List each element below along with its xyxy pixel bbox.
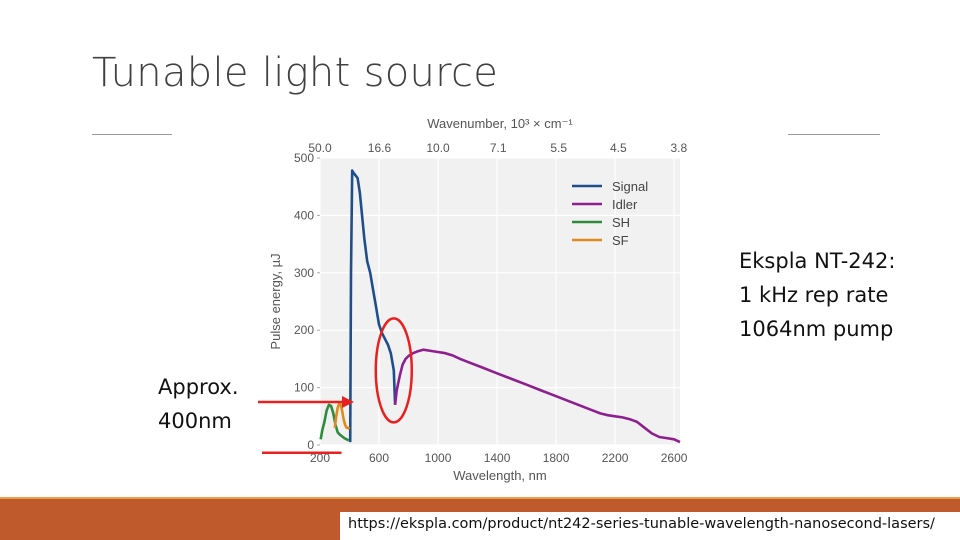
plot-area — [320, 158, 680, 445]
x-tick-label: 1400 — [484, 451, 511, 465]
x-tick-label: 1000 — [425, 451, 452, 465]
legend-label-sf: SF — [612, 233, 629, 248]
top-tick-label: 10.0 — [426, 141, 450, 155]
x-tick-label: 2600 — [661, 451, 688, 465]
approx-arrow-head — [342, 396, 354, 408]
y-tick-label: 0 — [307, 438, 314, 452]
top-tick-label: 16.6 — [368, 141, 392, 155]
series-line-sh — [319, 403, 350, 442]
approx-arrow — [258, 396, 354, 408]
legend-label-signal: Signal — [612, 179, 648, 194]
x-tick-label: 1800 — [543, 451, 570, 465]
ekspla-callout: Ekspla NT-242: 1 kHz rep rate 1064nm pum… — [739, 244, 895, 346]
x-axis-label: Wavelength, nm — [453, 468, 546, 483]
approx-callout: Approx. 400nm — [158, 370, 239, 438]
x-tick-label: 600 — [369, 451, 389, 465]
series-line-idler — [393, 348, 681, 444]
source-url[interactable]: https://ekspla.com/product/nt242-series-… — [348, 516, 935, 532]
y-tick-label: 500 — [294, 151, 314, 165]
top-tick-label: 7.1 — [490, 141, 507, 155]
source-url-background — [340, 512, 960, 540]
top-tick-label: 50.0 — [308, 141, 332, 155]
series-line-signal — [348, 169, 397, 443]
y-axis-label: Pulse energy, µJ — [268, 253, 283, 349]
legend-label-idler: Idler — [612, 197, 638, 212]
y-tick-label: 400 — [294, 208, 314, 222]
legend-label-sh: SH — [612, 215, 630, 230]
top-tick-label: 3.8 — [670, 141, 687, 155]
junction-highlight-ellipse — [374, 317, 414, 424]
slide-title: Tunable light source — [92, 50, 499, 96]
approx-line-1: Approx. — [158, 375, 239, 399]
x-tick-label: 2200 — [602, 451, 629, 465]
y-tick-label: 200 — [294, 323, 314, 337]
ekspla-line-rate: 1 kHz rep rate — [739, 283, 889, 307]
approx-line-2: 400nm — [158, 409, 232, 433]
title-rule-left — [92, 134, 172, 135]
y-tick-label: 300 — [294, 266, 314, 280]
x-tick-label: 200 — [310, 451, 330, 465]
title-rule-right — [788, 134, 880, 135]
pulse-energy-chart: 0 100 200 300 400 500 200 600 1000 1400 1800 2200 26… — [262, 116, 688, 483]
y-tick-label: 100 — [294, 381, 314, 395]
top-tick-label: 5.5 — [550, 141, 567, 155]
footer-accent-stripe — [0, 497, 960, 500]
top-axis-label: Wavenumber, 10³ × cm⁻¹ — [427, 116, 573, 131]
ekspla-line-model: Ekspla NT-242: — [739, 249, 896, 273]
ekspla-line-pump: 1064nm pump — [739, 317, 894, 341]
top-tick-label: 4.5 — [610, 141, 627, 155]
series-line-sf — [333, 402, 351, 430]
